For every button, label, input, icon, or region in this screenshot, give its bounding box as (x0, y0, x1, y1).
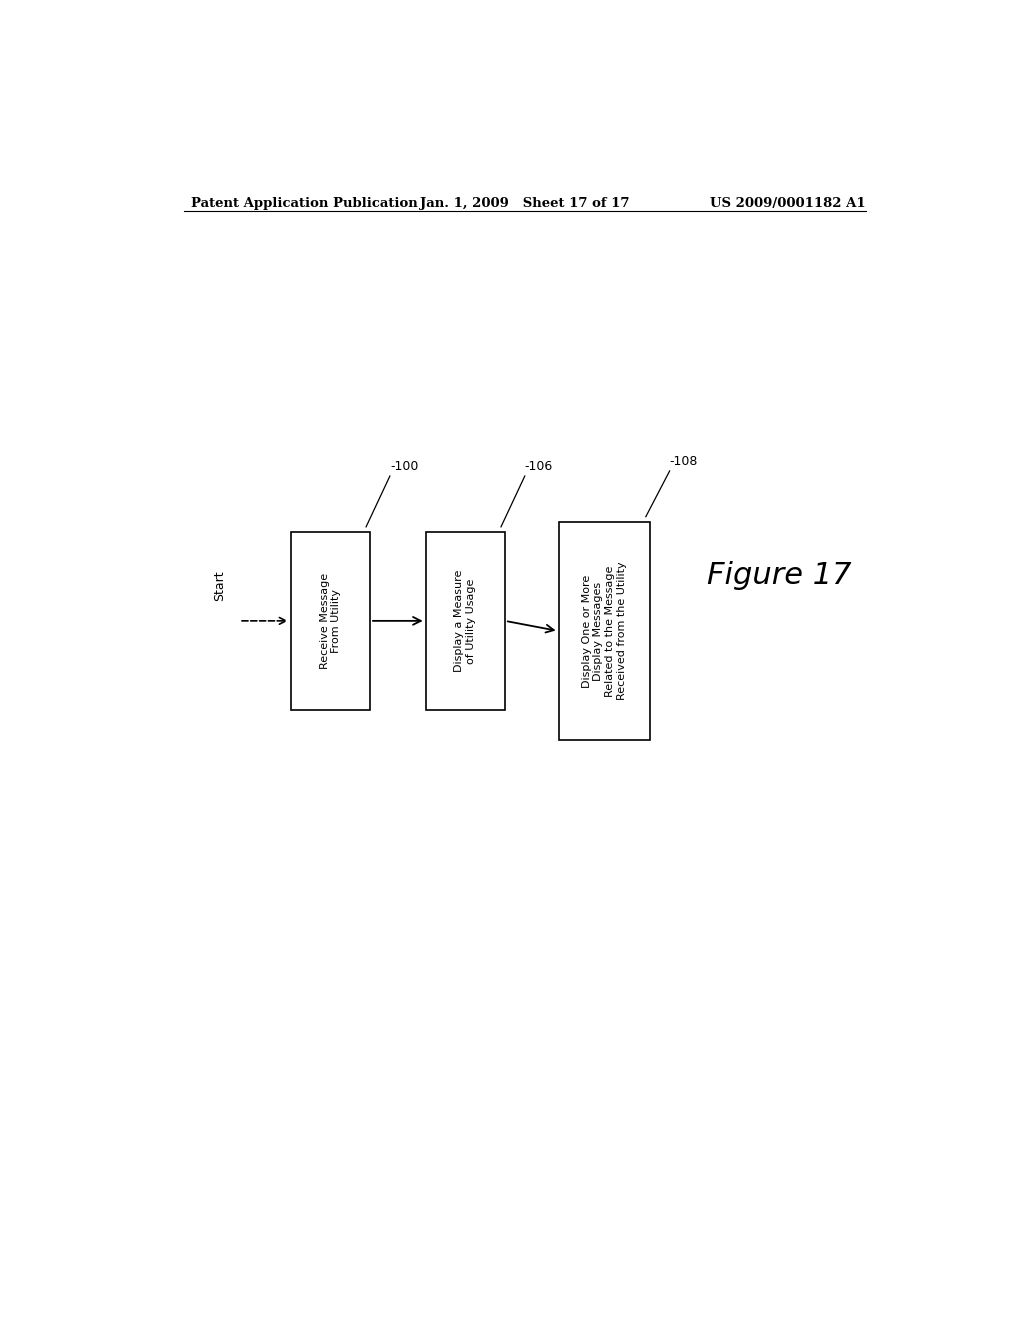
Text: Receive Message
From Utility: Receive Message From Utility (319, 573, 341, 669)
Text: Display a Measure
of Utility Usage: Display a Measure of Utility Usage (455, 570, 476, 672)
Bar (426, 532, 505, 710)
Text: Patent Application Publication: Patent Application Publication (191, 197, 418, 210)
Text: -106: -106 (524, 459, 553, 473)
Text: Start: Start (213, 570, 225, 601)
Text: -108: -108 (670, 455, 698, 467)
Text: Jan. 1, 2009   Sheet 17 of 17: Jan. 1, 2009 Sheet 17 of 17 (420, 197, 630, 210)
Bar (558, 521, 650, 741)
Text: Display One or More
Display Messages
Related to the Message
Received from the Ut: Display One or More Display Messages Rel… (582, 562, 627, 701)
Bar (291, 532, 370, 710)
Text: Figure 17: Figure 17 (707, 561, 851, 590)
Text: -100: -100 (390, 459, 418, 473)
Text: US 2009/0001182 A1: US 2009/0001182 A1 (711, 197, 866, 210)
